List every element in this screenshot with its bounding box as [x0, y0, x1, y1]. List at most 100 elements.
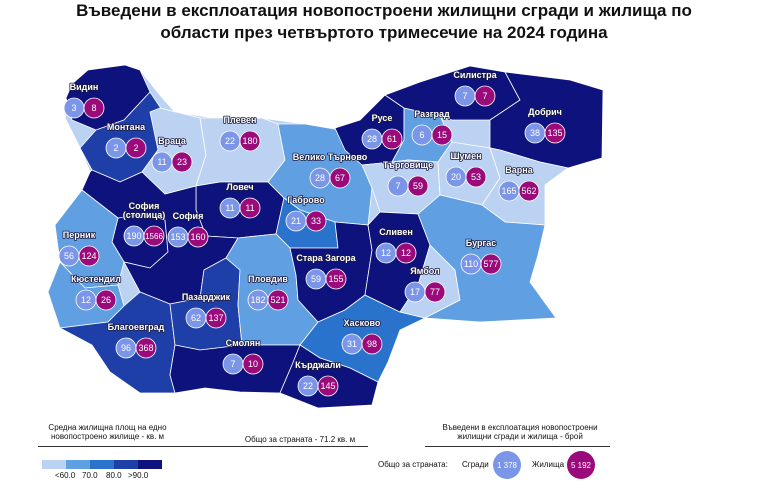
dwellings-bubble	[125, 137, 147, 159]
buildings-value: 2	[113, 143, 118, 153]
dwellings-bubble	[480, 253, 502, 275]
dwellings-value: 521	[270, 295, 285, 305]
dwellings-bubble	[95, 289, 117, 311]
region-label-11: Шумен 20 53	[445, 150, 487, 188]
buildings-value: 7	[395, 181, 400, 191]
dwellings-value: 11	[245, 203, 254, 213]
dwellings-value: 135	[547, 128, 562, 138]
dwellings-total-value: 5 192	[570, 460, 592, 470]
dwellings-bubble	[381, 128, 403, 150]
dwellings-value: 8	[91, 103, 96, 113]
region-name-text: (столица)	[123, 210, 165, 220]
dwellings-value: 160	[190, 232, 205, 242]
buildings-value: 165	[501, 186, 516, 196]
dwellings-value: 61	[387, 134, 397, 144]
dwellings-value: 15	[437, 130, 447, 140]
buildings-value: 59	[311, 274, 321, 284]
total-label: Общо за страната:	[378, 460, 448, 469]
region-name-text: Сливен	[379, 227, 413, 237]
buildings-value: 31	[347, 339, 357, 349]
region-label-9: Силистра 7 7	[453, 69, 498, 107]
region-name-text: Пазарджик	[182, 292, 231, 302]
area-caption-line1: Средна жилищна площ на едно	[48, 423, 167, 432]
buildings-value: 110	[464, 259, 478, 269]
count-caption-line2: жилищни сгради и жилища - брой	[457, 432, 583, 441]
dwellings-value: 1566	[145, 232, 163, 241]
dwellings-value: 59	[413, 181, 423, 191]
region-label-20: Пловдив 182 521	[247, 273, 289, 311]
scale-label-3: 80.0	[106, 471, 122, 480]
buildings-value: 56	[64, 251, 74, 261]
dwellings-total-bubble: 5 192	[567, 451, 595, 479]
region-name-text: София	[129, 201, 160, 211]
scale-label-1: <60.0	[55, 471, 76, 480]
region-name-text: Благоевград	[108, 322, 165, 332]
buildings-value: 96	[121, 343, 131, 353]
region-label-14: София(столица) 190 1566	[122, 200, 166, 247]
buildings-value: 153	[170, 232, 185, 242]
buildings-value: 28	[315, 173, 325, 183]
scale-bin-3	[90, 460, 114, 469]
buildings-value: 28	[367, 134, 377, 144]
dwellings-bubble	[135, 337, 157, 359]
region-label-19: Пазарджик 62 137	[181, 291, 231, 329]
region-name-text: Кърджали	[295, 360, 341, 370]
region-label-26: Ямбол 17 77	[404, 265, 446, 303]
dwellings-bubble	[83, 97, 105, 119]
map-title-line2: области през четвъртото тримесечие на 20…	[160, 23, 608, 42]
buildings-value: 20	[451, 172, 461, 182]
dwellings-bubble	[424, 281, 446, 303]
buildings-value: 22	[225, 136, 235, 146]
dwellings-bubble	[361, 333, 383, 355]
region-name-text: Кюстендил	[71, 274, 121, 284]
region-name-text: Стара Загора	[296, 253, 356, 263]
region-label-3: Плевен 22 180	[219, 114, 261, 152]
region-label-8: Разград 6 15	[411, 108, 453, 146]
region-name-text: Разград	[414, 109, 450, 119]
dwellings-value: 124	[81, 251, 96, 261]
dwellings-value: 53	[471, 172, 481, 182]
buildings-value: 11	[225, 203, 234, 213]
region-name-text: Ямбол	[410, 266, 440, 276]
region-label-12: Добрич 38 135	[524, 106, 566, 144]
dwellings-value: 368	[138, 343, 153, 353]
dwellings-legend-label: Жилища	[532, 460, 565, 469]
dwellings-bubble	[407, 175, 429, 197]
dwellings-bubble	[267, 289, 289, 311]
dwellings-bubble	[329, 167, 351, 189]
region-name-text: Плевен	[224, 115, 257, 125]
dwellings-bubble	[143, 225, 165, 247]
legend-divider-right	[425, 446, 610, 447]
dwellings-bubble	[239, 130, 261, 152]
region-label-0: Видин 3 8	[63, 81, 105, 119]
national-average: Общо за страната - 71.2 кв. м	[244, 435, 356, 444]
map-title-line1: Въведени в експлоатация новопостроени жи…	[76, 1, 692, 20]
buildings-legend-label: Сгради	[462, 460, 489, 469]
region-name-text: Търговище	[383, 160, 433, 170]
region-name-text: Габрово	[287, 195, 325, 205]
region-label-15: София 153 160	[167, 210, 209, 248]
scale-bin-2	[66, 460, 90, 469]
dwellings-value: 26	[101, 295, 111, 305]
buildings-value: 62	[191, 313, 201, 323]
dwellings-value: 577	[483, 259, 498, 269]
dwellings-value: 180	[242, 136, 257, 146]
region-pleven	[195, 117, 286, 187]
dwellings-value: 2	[133, 143, 138, 153]
buildings-total-bubble: 1 378	[493, 451, 521, 479]
dwellings-value: 98	[367, 339, 377, 349]
region-label-10: Търговище 7 59	[382, 159, 434, 197]
buildings-value: 11	[157, 157, 166, 167]
dwellings-bubble	[78, 245, 100, 267]
buildings-value: 12	[81, 295, 91, 305]
region-name-text: Силистра	[453, 70, 497, 80]
buildings-value: 7	[230, 359, 235, 369]
dwellings-value: 137	[208, 313, 223, 323]
buildings-value: 12	[381, 248, 391, 258]
dwellings-bubble	[171, 151, 193, 173]
region-name-text: Добрич	[528, 107, 562, 117]
buildings-value: 17	[410, 287, 420, 297]
region-label-13: Варна 165 562	[498, 164, 540, 202]
dwellings-bubble	[317, 375, 339, 397]
dwellings-value: 23	[177, 157, 187, 167]
